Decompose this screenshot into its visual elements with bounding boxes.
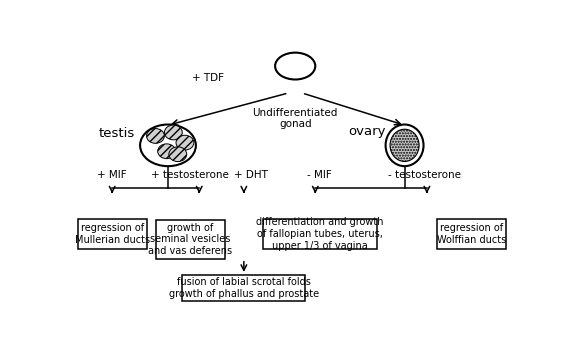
Text: Undifferentiated
gonad: Undifferentiated gonad bbox=[252, 108, 338, 129]
Text: + testosterone: + testosterone bbox=[151, 170, 229, 180]
Ellipse shape bbox=[275, 53, 315, 80]
Text: fusion of labial scrotal folds
growth of phallus and prostate: fusion of labial scrotal folds growth of… bbox=[169, 277, 319, 298]
Text: growth of
seminal vesicles
and vas deferens: growth of seminal vesicles and vas defer… bbox=[148, 223, 232, 256]
FancyBboxPatch shape bbox=[263, 218, 377, 250]
Text: - MIF: - MIF bbox=[308, 170, 332, 180]
Ellipse shape bbox=[390, 129, 419, 162]
Ellipse shape bbox=[158, 144, 176, 159]
Text: + TDF: + TDF bbox=[192, 73, 224, 83]
Text: differentiation and growth
of fallopian tubes, uterus,
upper 1/3 of vagina: differentiation and growth of fallopian … bbox=[256, 217, 384, 251]
Ellipse shape bbox=[164, 125, 182, 140]
Ellipse shape bbox=[176, 135, 194, 150]
Ellipse shape bbox=[146, 128, 164, 143]
FancyBboxPatch shape bbox=[437, 218, 506, 250]
Ellipse shape bbox=[169, 147, 187, 162]
Text: ovary: ovary bbox=[348, 125, 385, 139]
FancyBboxPatch shape bbox=[183, 275, 305, 300]
FancyBboxPatch shape bbox=[78, 218, 147, 250]
Ellipse shape bbox=[385, 125, 423, 166]
Text: testis: testis bbox=[98, 127, 135, 140]
Text: + MIF: + MIF bbox=[97, 170, 127, 180]
Text: regression of
Wolffian ducts: regression of Wolffian ducts bbox=[437, 223, 506, 245]
FancyBboxPatch shape bbox=[156, 220, 225, 259]
Text: regression of
Mullerian ducts: regression of Mullerian ducts bbox=[75, 223, 150, 245]
Text: - testosterone: - testosterone bbox=[388, 170, 461, 180]
Ellipse shape bbox=[140, 125, 196, 166]
Text: + DHT: + DHT bbox=[234, 170, 267, 180]
